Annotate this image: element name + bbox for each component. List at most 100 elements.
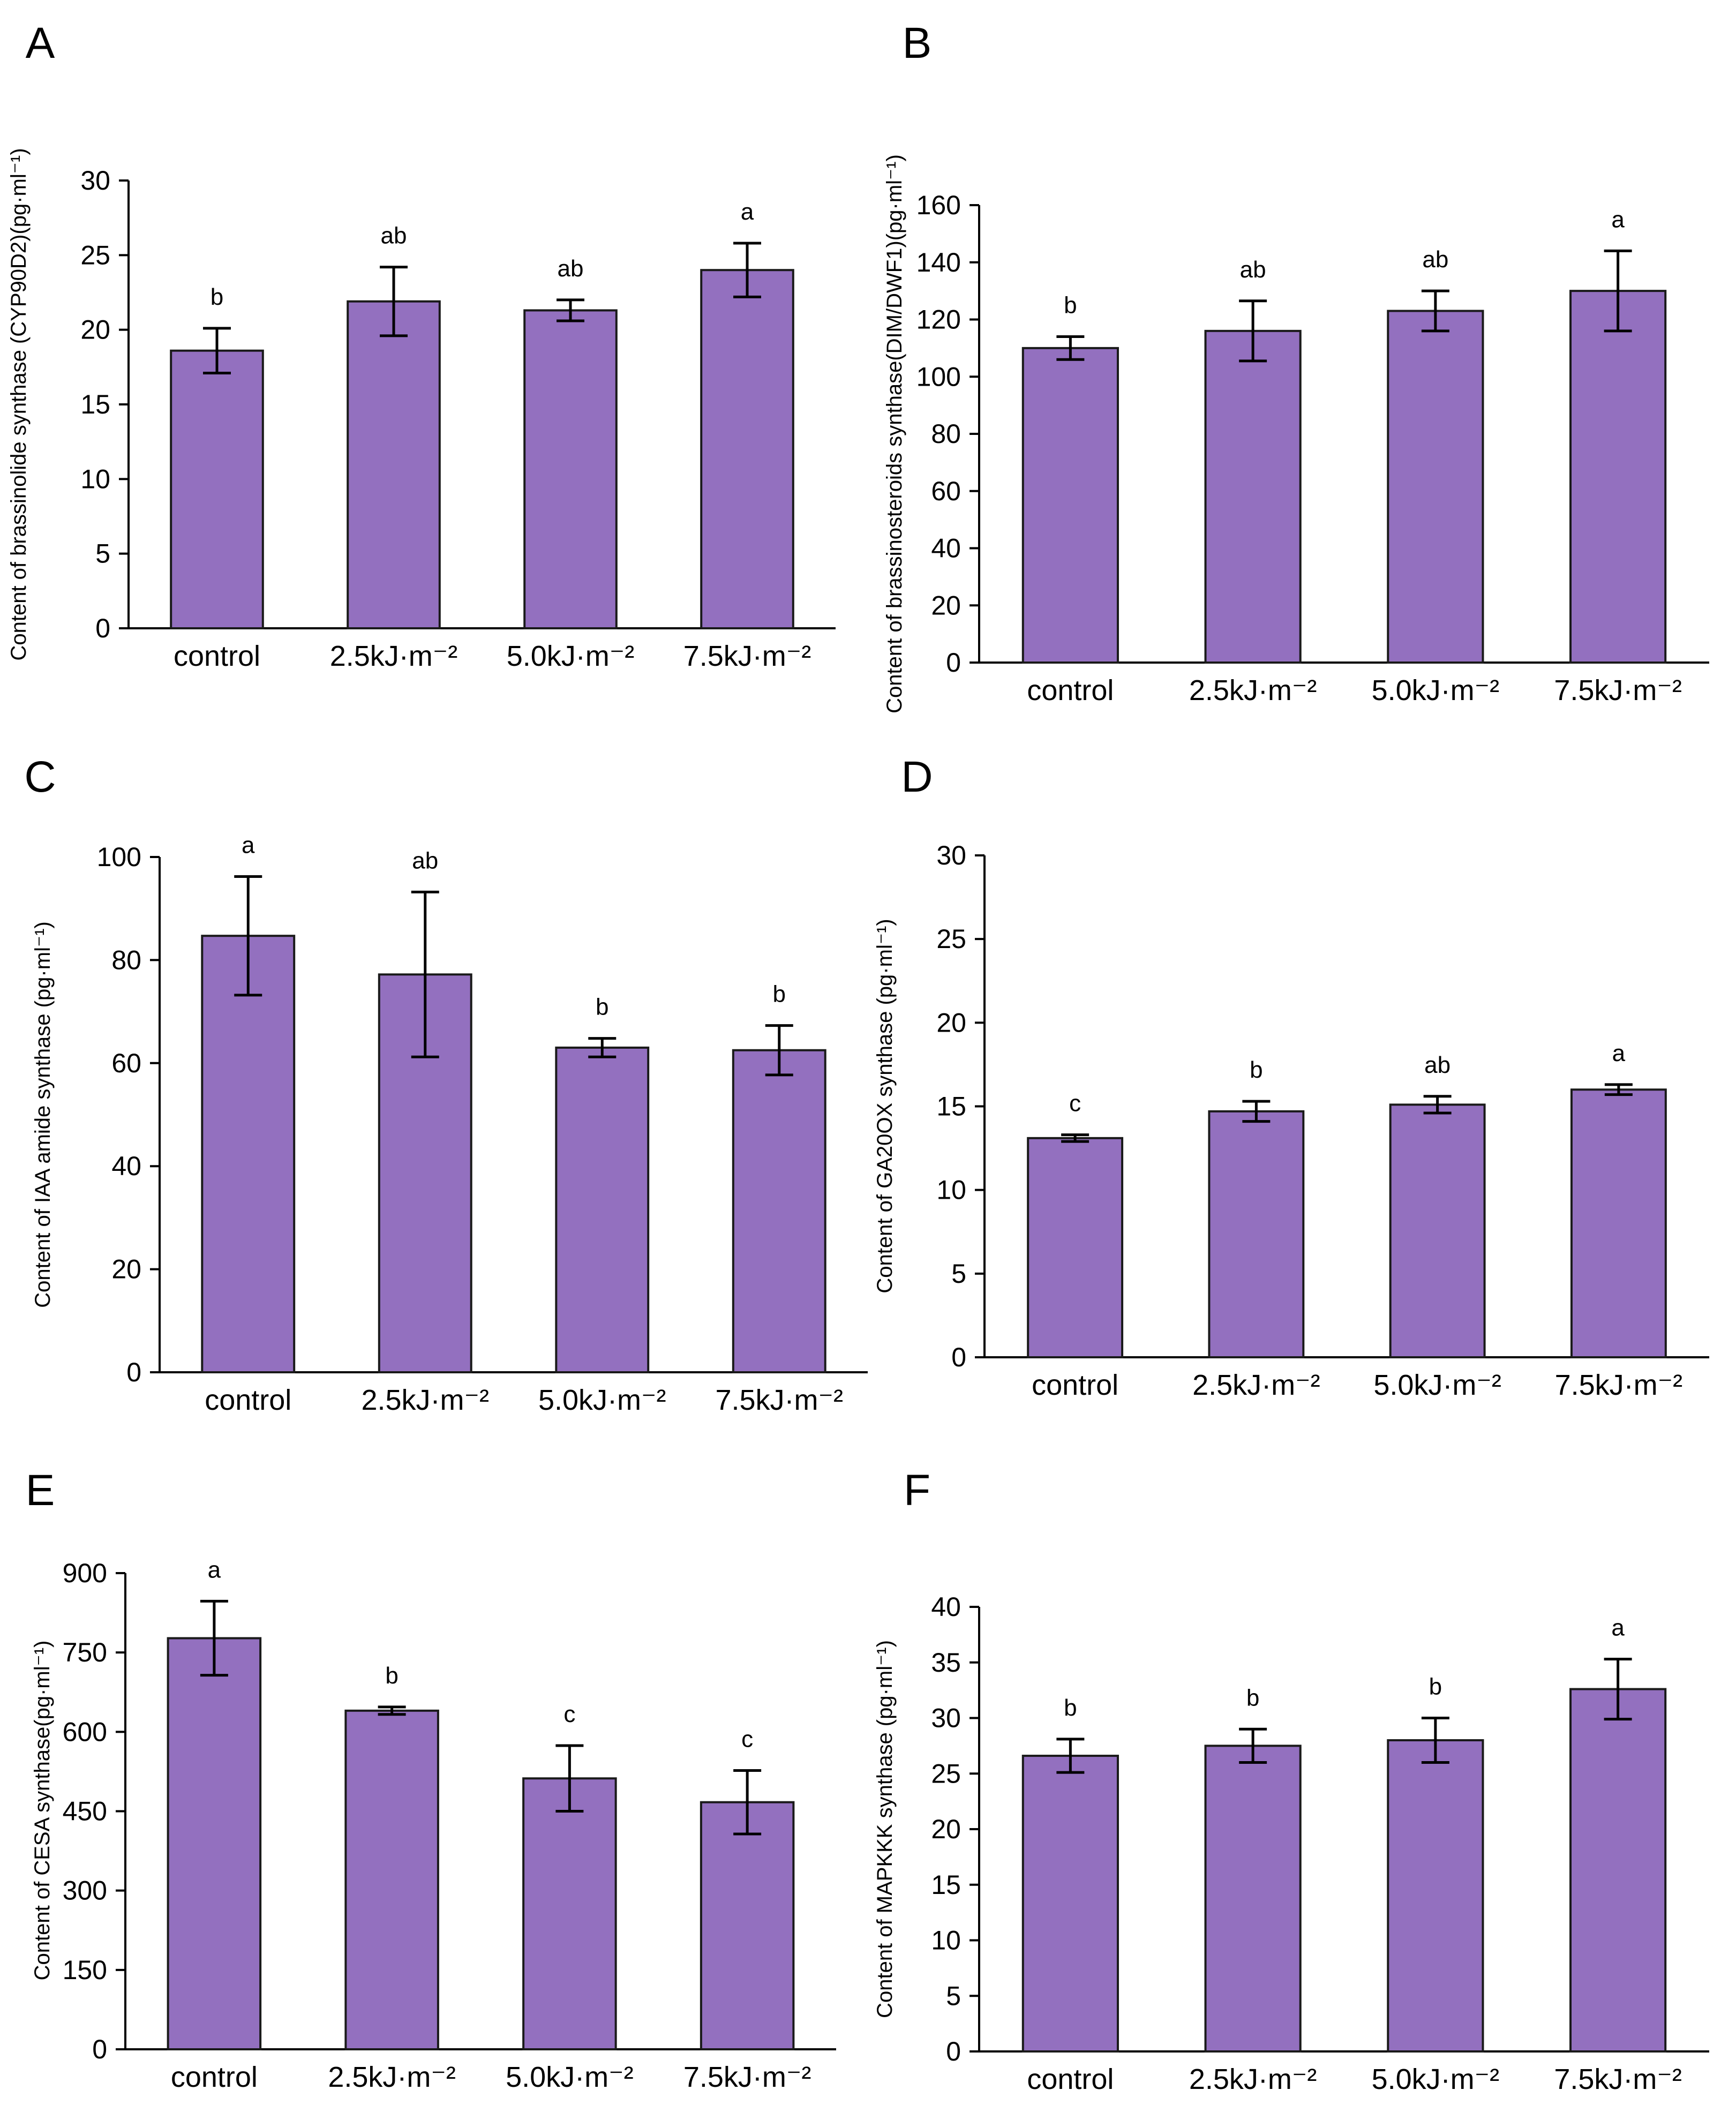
y-tick-label: 80 <box>111 945 141 975</box>
bar <box>523 309 618 629</box>
y-tick-label: 900 <box>63 1558 107 1588</box>
significance-label: b <box>1250 1057 1262 1083</box>
y-axis-label: Content of brassinosteroids synthase(DIM… <box>883 154 906 713</box>
significance-label: b <box>596 994 608 1020</box>
panel-e: E Content of CESA synthase(pg·ml⁻¹) 0 150 30… <box>26 1466 836 2093</box>
y-tick-label: 10 <box>931 1926 961 1956</box>
bar <box>1389 1103 1486 1359</box>
significance-label: b <box>1064 292 1077 319</box>
bar <box>1570 1088 1667 1359</box>
significance-label: c <box>741 1726 753 1752</box>
y-axis-label: Content of GA20OX synthase (pg·ml⁻¹) <box>873 919 897 1293</box>
x-tick-label: 5.0kJ·m⁻² <box>507 640 635 672</box>
bar <box>167 1637 262 2050</box>
y-tick-label: 0 <box>126 1357 141 1387</box>
y-tick-label: 25 <box>931 1758 961 1788</box>
y-tick-label: 10 <box>936 1175 966 1205</box>
significance-label: b <box>1064 1695 1077 1721</box>
panel-a: A Content of brassinolide synthase (CYP90… <box>7 19 836 672</box>
significance-label: ab <box>1240 257 1266 283</box>
y-tick-label: 5 <box>951 1259 966 1289</box>
y-tick-label: 5 <box>946 1981 961 2011</box>
bar <box>522 1777 617 2051</box>
y-tick-label: 300 <box>63 1876 107 1906</box>
bar <box>170 349 264 629</box>
significance-label: a <box>1611 206 1625 232</box>
x-tick-label: 5.0kJ·m⁻² <box>1372 2063 1500 2095</box>
y-tick-label: 100 <box>916 362 961 392</box>
bar <box>1027 1137 1124 1358</box>
bar <box>1021 1755 1119 2053</box>
bar <box>1204 329 1302 664</box>
x-tick-label: 7.5kJ·m⁻² <box>715 1384 843 1416</box>
x-tick-label: 5.0kJ·m⁻² <box>538 1384 666 1416</box>
significance-label: b <box>1246 1685 1259 1711</box>
y-tick-label: 15 <box>80 389 110 419</box>
y-tick-label: 120 <box>916 305 961 335</box>
x-tick-label: 5.0kJ·m⁻² <box>506 2061 634 2093</box>
x-tick-label: 7.5kJ·m⁻² <box>683 640 811 672</box>
y-tick-label: 15 <box>931 1870 961 1900</box>
significance-label: b <box>1429 1674 1442 1700</box>
y-tick-label: 0 <box>946 2036 961 2066</box>
y-tick-label: 450 <box>63 1796 107 1826</box>
y-axis-label: Content of MAPKKK synthase (pg·ml⁻¹) <box>873 1640 897 2018</box>
significance-label: ab <box>558 255 584 282</box>
y-axis-label: Content of CESA synthase(pg·ml⁻¹) <box>31 1641 54 1981</box>
bar <box>201 935 296 1374</box>
y-tick-label: 40 <box>931 533 961 563</box>
bar <box>1208 1110 1305 1359</box>
x-tick-label: control <box>205 1384 291 1416</box>
significance-label: ab <box>412 847 438 874</box>
bar <box>700 1801 795 2050</box>
significance-label: a <box>1611 1615 1625 1641</box>
panel-letter: D <box>901 753 933 801</box>
significance-label: c <box>563 1701 575 1727</box>
y-axis-label: Content of brassinolide synthase (CYP90D… <box>7 148 31 660</box>
panel-letter: A <box>26 19 55 67</box>
y-tick-label: 5 <box>95 539 110 569</box>
bar <box>1021 347 1119 664</box>
y-tick-label: 30 <box>936 840 966 870</box>
y-tick-label: 60 <box>111 1048 141 1078</box>
y-tick-label: 30 <box>931 1703 961 1733</box>
significance-label: a <box>208 1557 221 1583</box>
y-tick-label: 160 <box>916 190 961 220</box>
bar <box>1387 1739 1484 2053</box>
significance-label: b <box>773 981 786 1008</box>
y-tick-label: 20 <box>80 315 110 345</box>
y-tick-label: 100 <box>97 842 141 872</box>
significance-label: a <box>741 199 754 225</box>
y-tick-label: 40 <box>931 1592 961 1622</box>
significance-label: ab <box>381 223 407 249</box>
significance-label: c <box>1069 1091 1081 1117</box>
y-tick-label: 140 <box>916 247 961 277</box>
y-tick-label: 0 <box>946 648 961 678</box>
x-tick-label: 5.0kJ·m⁻² <box>1373 1369 1501 1401</box>
x-tick-label: 7.5kJ·m⁻² <box>1554 2063 1682 2095</box>
panel-letter: F <box>904 1466 930 1515</box>
y-tick-label: 30 <box>80 166 110 196</box>
y-tick-label: 20 <box>931 590 961 620</box>
x-tick-label: 7.5kJ·m⁻² <box>1555 1369 1683 1401</box>
x-tick-label: control <box>1032 1369 1118 1401</box>
x-tick-label: 2.5kJ·m⁻² <box>1189 674 1317 706</box>
y-tick-label: 80 <box>931 419 961 449</box>
bar <box>1204 1745 1302 2053</box>
bar <box>700 269 794 629</box>
x-tick-label: 7.5kJ·m⁻² <box>683 2061 811 2093</box>
x-tick-label: 2.5kJ·m⁻² <box>328 2061 456 2093</box>
panel-b: B Content of brassinosteroids synthase(DI… <box>883 19 1709 713</box>
y-tick-label: 0 <box>951 1342 966 1372</box>
bar <box>1569 1688 1667 2053</box>
y-tick-label: 10 <box>80 464 110 494</box>
bar <box>555 1046 650 1373</box>
bar <box>1387 310 1484 664</box>
y-tick-label: 20 <box>936 1008 966 1038</box>
bar <box>347 300 441 629</box>
x-tick-label: 5.0kJ·m⁻² <box>1372 674 1500 706</box>
y-tick-label: 0 <box>95 613 110 643</box>
y-tick-label: 25 <box>80 240 110 270</box>
y-axis-label: Content of IAA amide synthase (pg·ml⁻¹) <box>31 921 55 1307</box>
